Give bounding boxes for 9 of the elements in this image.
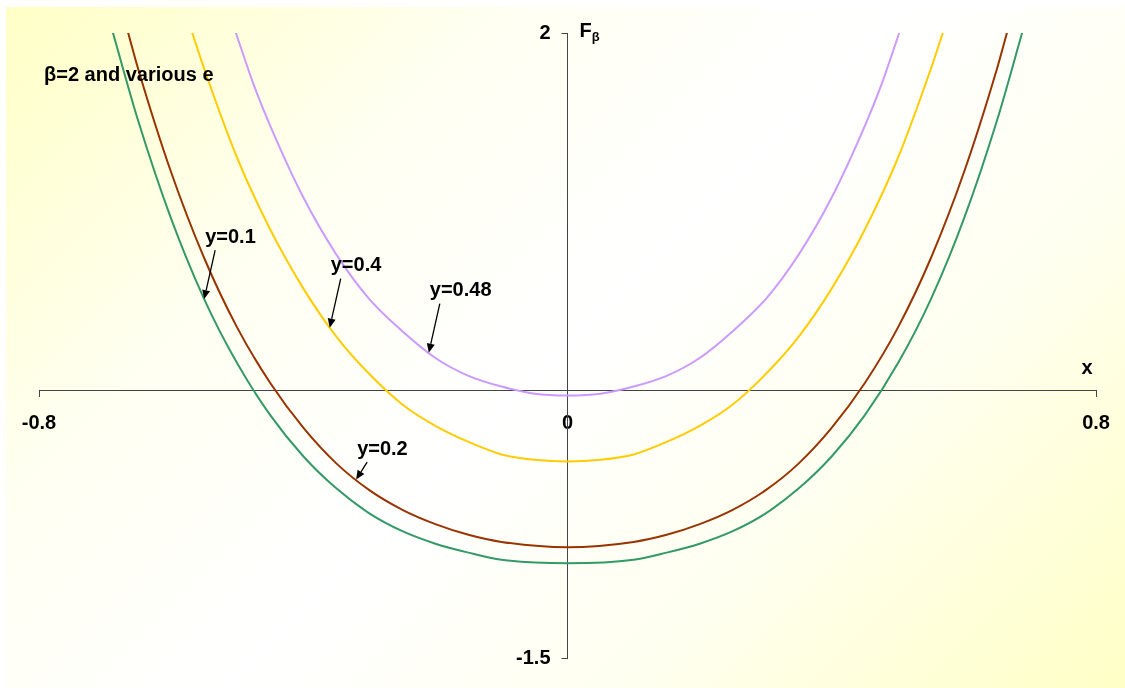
x-axis-title: x: [1081, 355, 1093, 378]
annotation: y=0.2: [357, 436, 408, 459]
y-tick-label: 2: [539, 20, 551, 43]
y-tick-label: -1.5: [516, 645, 551, 668]
annotation: y=0.48: [429, 278, 492, 301]
x-tick-label: 0.8: [1082, 410, 1110, 433]
annotation: y=0.4: [330, 253, 383, 276]
x-tick-label: -0.8: [21, 410, 57, 433]
annotation: y=0.1: [205, 224, 256, 247]
